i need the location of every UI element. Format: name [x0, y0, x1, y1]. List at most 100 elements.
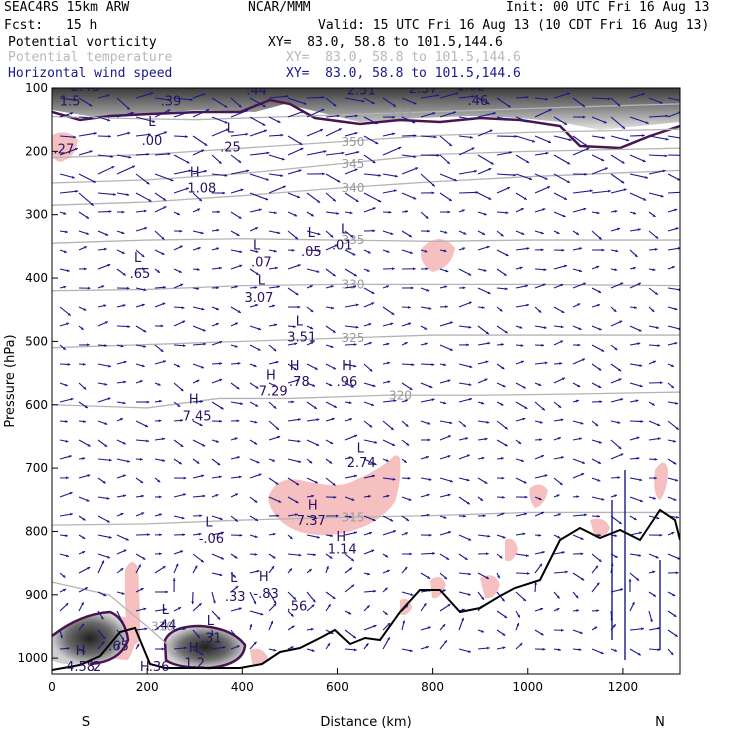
wind-arrowhead [270, 620, 274, 624]
wind-arrowhead [545, 97, 548, 101]
wind-vector [306, 108, 325, 118]
wind-arrowhead [484, 378, 488, 382]
wind-arrowhead [612, 624, 616, 628]
wind-arrowhead [480, 629, 484, 633]
wind-arrowhead [371, 549, 375, 553]
wind-arrowhead [559, 362, 563, 365]
wind-arrowhead [526, 247, 530, 250]
wind-arrowhead [479, 498, 483, 501]
pv-extremum-marker: L [207, 614, 215, 629]
wind-arrowhead [517, 614, 520, 618]
wind-arrowhead [107, 264, 111, 267]
pv-extremum-marker: L [227, 121, 235, 136]
wind-arrowhead [161, 647, 165, 651]
wind-arrowhead [350, 234, 354, 238]
wind-vector [363, 135, 379, 145]
wind-arrowhead [431, 398, 435, 402]
wind-arrowhead [373, 462, 377, 466]
wind-arrowhead [581, 104, 585, 107]
wind-arrowhead [238, 607, 242, 611]
wind-arrowhead [123, 380, 127, 384]
wind-arrowhead [444, 285, 447, 289]
wind-arrowhead [394, 174, 398, 178]
wind-arrowhead [675, 478, 678, 482]
wind-arrowhead [652, 360, 656, 364]
wind-arrowhead [556, 595, 560, 599]
model-title: SEAC4RS 15km ARW [4, 0, 130, 15]
wind-arrowhead [540, 231, 544, 235]
endpoint-right: N [655, 715, 665, 730]
pv-extremum-marker: L [253, 239, 261, 254]
wind-arrowhead [293, 596, 296, 600]
wind-arrowhead [461, 617, 464, 621]
wind-arrowhead [674, 341, 678, 345]
wind-arrowhead [595, 423, 599, 427]
wind-arrowhead [387, 380, 391, 384]
wind-arrowhead [657, 648, 661, 652]
wind-arrowhead [258, 327, 262, 331]
wind-vector [211, 128, 230, 137]
wind-arrowhead [219, 378, 223, 382]
wind-arrowhead [413, 155, 417, 159]
wind-vector [306, 128, 324, 137]
wind-arrowhead [371, 403, 374, 406]
wind-arrowhead [558, 405, 562, 408]
wind-arrowhead [201, 307, 205, 311]
wind-arrowhead [657, 423, 661, 427]
wind-vector [78, 173, 97, 184]
wind-arrowhead [143, 209, 147, 213]
wind-arrowhead [108, 458, 112, 462]
fcst-label: Fcst: [4, 18, 44, 33]
wind-arrowhead [198, 603, 202, 607]
wind-arrowhead [580, 537, 584, 540]
wind-vector [667, 97, 680, 101]
wind-arrowhead [200, 559, 204, 563]
wind-arrowhead [245, 132, 249, 136]
wind-vector [591, 190, 611, 194]
wind-vector [382, 146, 402, 156]
wind-arrowhead [310, 213, 314, 217]
wind-arrowhead [321, 95, 325, 99]
wind-arrowhead [655, 555, 659, 559]
wind-arrowhead [429, 385, 433, 389]
wind-arrowhead [387, 361, 391, 365]
wind-vector [59, 135, 77, 138]
wind-arrowhead [563, 197, 567, 200]
wind-arrowhead [349, 418, 353, 421]
wind-arrowhead [636, 577, 640, 581]
pv-value-label: 2.48 [71, 80, 100, 95]
wind-arrowhead [447, 604, 451, 607]
wind-arrowhead [140, 588, 144, 591]
wind-arrowhead [128, 155, 132, 159]
wind-arrowhead [258, 473, 262, 477]
wind-arrowhead [215, 322, 219, 326]
wind-arrowhead [506, 187, 510, 190]
wind-arrowhead [310, 326, 314, 330]
wind-arrowhead [333, 405, 337, 408]
wind-arrowhead [677, 177, 680, 181]
wind-vector [458, 191, 479, 194]
wind-arrowhead [333, 495, 337, 499]
wind-arrowhead [596, 265, 600, 269]
wind-arrowhead [203, 342, 207, 346]
wind-arrowhead [122, 401, 126, 405]
wind-arrowhead [502, 632, 506, 636]
wind-vector [534, 185, 551, 194]
wind-arrowhead [334, 244, 338, 248]
wind-arrowhead [217, 210, 221, 214]
wind-arrowhead [409, 251, 413, 254]
wind-arrowhead [481, 306, 485, 309]
wind-arrowhead [225, 128, 229, 132]
wind-arrowhead [139, 457, 143, 461]
wind-arrowhead [107, 397, 111, 401]
wind-arrowhead [224, 104, 228, 108]
wind-arrowhead [308, 569, 312, 572]
wind-arrowhead [265, 177, 269, 181]
pv-value-label: .00 [142, 134, 163, 149]
wind-arrowhead [675, 426, 679, 430]
wind-arrowhead [141, 364, 145, 368]
wind-arrowhead [202, 93, 206, 96]
pv-extremum-marker: H [190, 166, 200, 181]
wind-arrowhead [353, 285, 357, 289]
wind-arrowhead [180, 283, 184, 287]
